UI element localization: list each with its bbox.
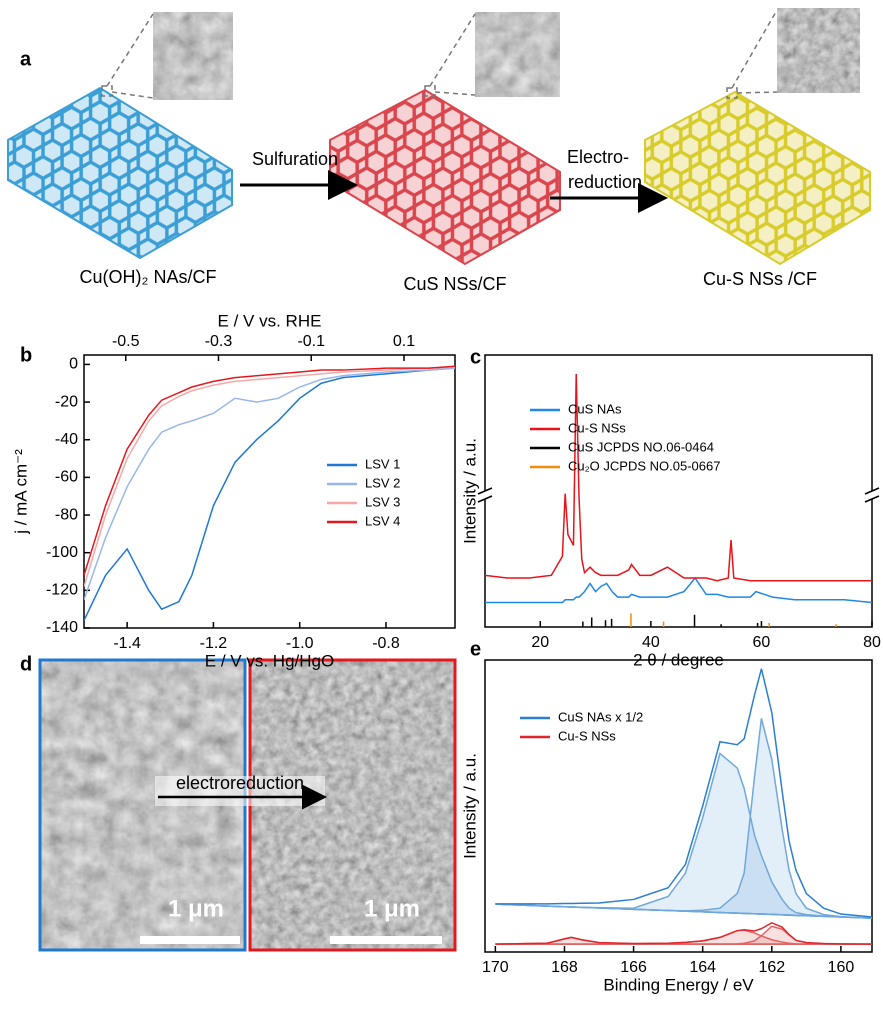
- x2-tick-label: 0.1: [393, 333, 415, 350]
- x-tick-label: 162: [758, 959, 785, 976]
- y-tick-label: -80: [55, 506, 78, 523]
- step-label: reduction: [568, 172, 642, 192]
- x-tick-label: 160: [828, 959, 855, 976]
- x-tick-label: 166: [620, 959, 647, 976]
- step-label: Electro-: [567, 147, 629, 167]
- fit-curve: [495, 753, 872, 918]
- x-tick-label: 170: [482, 959, 509, 976]
- scale-bar: [140, 936, 240, 944]
- y-tick-label: -40: [55, 431, 78, 448]
- inset-image: [153, 12, 233, 100]
- x-axis-title: Binding Energy / eV: [603, 975, 754, 994]
- framework-red-pattern: [330, 90, 560, 264]
- x-tick-label: 164: [689, 959, 716, 976]
- figure: Sulfuration Electro- reduction Cu(OH)₂ N…: [0, 0, 883, 1012]
- x2-tick-label: -0.3: [205, 333, 233, 350]
- series-line: [485, 374, 872, 581]
- panel-label: b: [20, 344, 32, 366]
- x-tick-label: 60: [753, 634, 771, 651]
- legend-label: Cu-S NSs: [568, 420, 626, 435]
- panel-label: e: [470, 638, 481, 660]
- x2-tick-label: -0.5: [112, 333, 140, 350]
- scale-label: 1 μm: [168, 895, 224, 922]
- legend-label: LSV 3: [365, 494, 400, 509]
- scheme: Sulfuration Electro- reduction Cu(OH)₂ N…: [8, 8, 870, 294]
- x-tick-label: -1.0: [286, 635, 314, 652]
- panel-label: d: [20, 653, 32, 675]
- y-tick-label: -100: [46, 544, 78, 561]
- plot-frame: [485, 355, 872, 627]
- panel-label: a: [20, 48, 32, 70]
- plot-frame: [84, 355, 455, 628]
- legend-label: LSV 4: [365, 513, 400, 528]
- stage-label: CuS NSs/CF: [403, 274, 506, 294]
- panel-label: c: [470, 346, 481, 368]
- y-tick-label: -120: [46, 582, 78, 599]
- stage-label: Cu(OH)₂ NAs/CF: [80, 267, 217, 287]
- x-tick-label: -1.4: [113, 635, 141, 652]
- legend-label: CuS NAs x 1/2: [558, 709, 643, 724]
- legend-label: Cu-S NSs: [558, 728, 616, 743]
- legend-label: LSV 2: [365, 475, 400, 490]
- y-tick-label: -20: [55, 393, 78, 410]
- x2-axis-title: E / V vs. RHE: [218, 311, 322, 330]
- step-label: Sulfuration: [252, 149, 338, 169]
- y-axis-title: Intensity / a.u.: [460, 753, 479, 859]
- legend-label: LSV 1: [365, 456, 400, 471]
- stage-label: Cu-S NSs /CF: [703, 269, 817, 289]
- sem-panel: electroreduction 1 μm 1 μm: [40, 660, 455, 950]
- x-tick-label: 20: [531, 634, 549, 651]
- series-line: [495, 923, 872, 944]
- y-tick-label: -60: [55, 469, 78, 486]
- legend-label: CuS NAs: [568, 401, 622, 416]
- scale-label: 1 μm: [364, 895, 420, 922]
- y-tick-label: -140: [46, 619, 78, 636]
- y-axis-title: Intensity / a.u.: [460, 438, 479, 544]
- legend-label: Cu₂O JCPDS NO.05-0667: [568, 458, 720, 473]
- x-axis-title: E / V vs. Hg/HgO: [205, 651, 334, 670]
- inset-image: [475, 12, 560, 97]
- x-tick-label: 168: [551, 959, 578, 976]
- x2-tick-label: -0.1: [297, 333, 325, 350]
- arrow-label: electroreduction: [176, 773, 304, 793]
- legend-label: CuS JCPDS NO.06-0464: [568, 439, 714, 454]
- y-axis-title: j / mA cm⁻²: [11, 449, 30, 535]
- x-tick-label: 80: [863, 634, 881, 651]
- scale-bar: [330, 936, 442, 944]
- y-tick-label: 0: [69, 356, 78, 373]
- series-line: [485, 578, 872, 602]
- x-tick-label: -0.8: [372, 635, 400, 652]
- inset-image: [777, 8, 860, 93]
- x-tick-label: -1.2: [200, 635, 228, 652]
- framework-blue-pattern: [8, 88, 232, 258]
- x-tick-label: 40: [642, 634, 660, 651]
- framework-yellow-pattern: [645, 92, 870, 264]
